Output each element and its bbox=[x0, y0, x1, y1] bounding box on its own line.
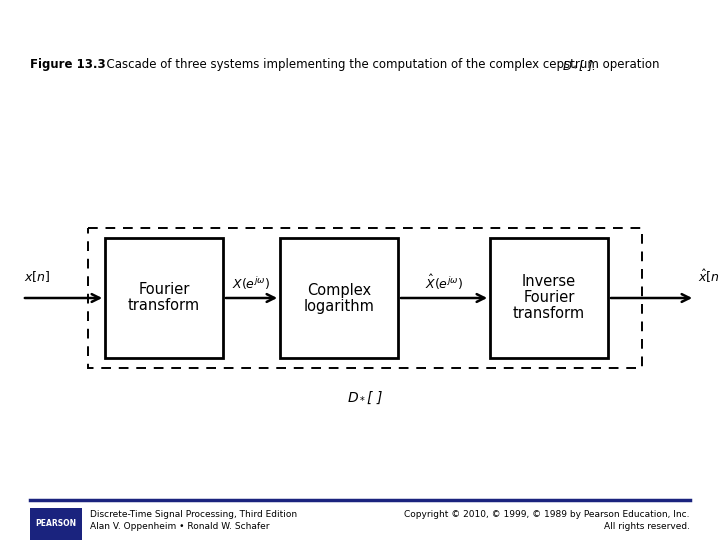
Text: $\hat{x}[n]$: $\hat{x}[n]$ bbox=[698, 267, 720, 284]
Text: Discrete-Time Signal Processing, Third Edition: Discrete-Time Signal Processing, Third E… bbox=[90, 510, 297, 519]
Text: $D_*$[ ]: $D_*$[ ] bbox=[347, 390, 383, 406]
Text: $x[n]$: $x[n]$ bbox=[24, 269, 50, 284]
Bar bbox=[105, 238, 223, 358]
Text: transform: transform bbox=[513, 307, 585, 321]
Bar bbox=[490, 238, 608, 358]
Text: $D_*$[ ].: $D_*$[ ]. bbox=[562, 58, 595, 72]
Text: Inverse: Inverse bbox=[522, 274, 576, 289]
Bar bbox=[280, 238, 398, 358]
Text: transform: transform bbox=[128, 299, 200, 314]
Text: logarithm: logarithm bbox=[304, 299, 374, 314]
Text: PEARSON: PEARSON bbox=[35, 519, 76, 529]
Text: Fourier: Fourier bbox=[523, 291, 575, 306]
Bar bbox=[30, 508, 82, 540]
Text: Complex: Complex bbox=[307, 282, 371, 298]
Text: Figure 13.3: Figure 13.3 bbox=[30, 58, 106, 71]
Text: $X(e^{j\omega})$: $X(e^{j\omega})$ bbox=[233, 275, 271, 292]
Text: $\hat{X}(e^{j\omega})$: $\hat{X}(e^{j\omega})$ bbox=[425, 273, 463, 292]
Text: All rights reserved.: All rights reserved. bbox=[604, 522, 690, 531]
Bar bbox=[88, 228, 642, 368]
Text: Alan V. Oppenheim • Ronald W. Schafer: Alan V. Oppenheim • Ronald W. Schafer bbox=[90, 522, 269, 531]
Text: Fourier: Fourier bbox=[138, 282, 189, 298]
Text: Copyright © 2010, © 1999, © 1989 by Pearson Education, Inc.: Copyright © 2010, © 1999, © 1989 by Pear… bbox=[405, 510, 690, 519]
Text: Cascade of three systems implementing the computation of the complex cepstrum op: Cascade of three systems implementing th… bbox=[99, 58, 663, 71]
